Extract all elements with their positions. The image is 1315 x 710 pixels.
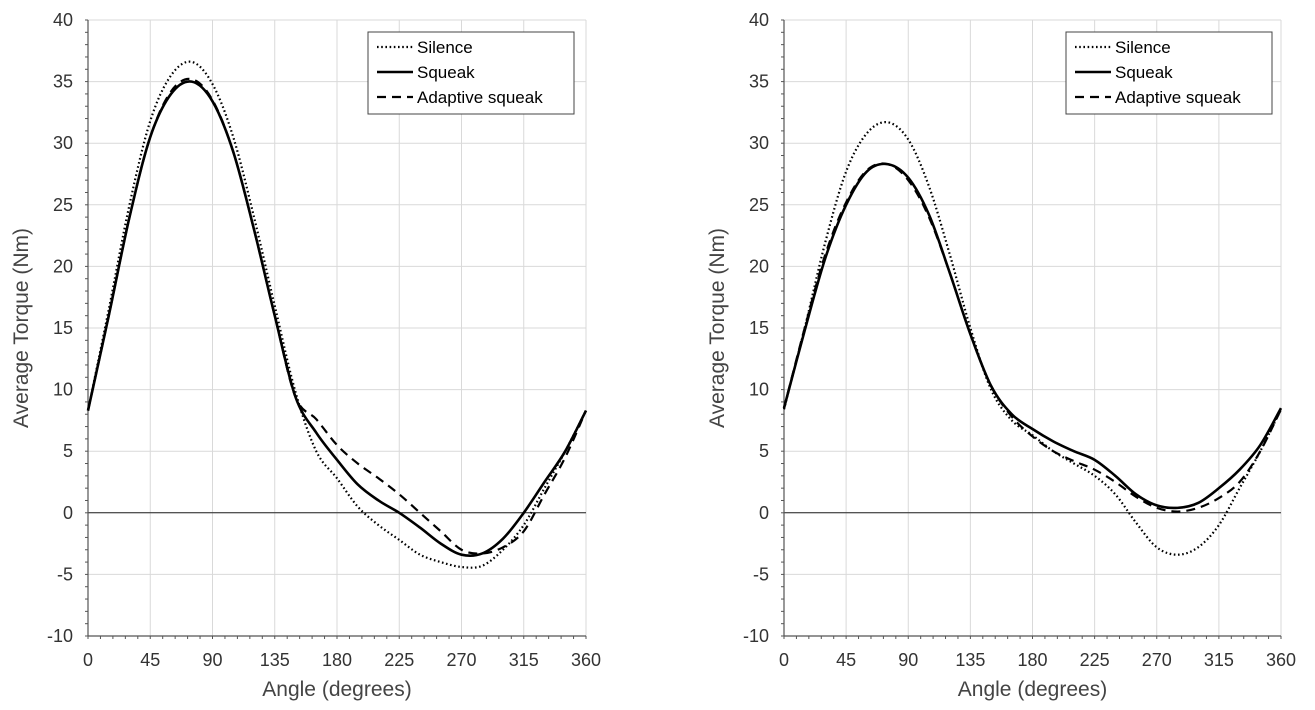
legend-label: Squeak — [417, 63, 475, 82]
x-tick-label: 180 — [1017, 650, 1047, 670]
y-tick-label: -10 — [743, 626, 769, 646]
y-tick-label: 20 — [53, 256, 73, 276]
y-tick-label: 5 — [63, 441, 73, 461]
y-tick-label: -5 — [57, 564, 73, 584]
y-tick-label: 30 — [749, 133, 769, 153]
y-tick-label: 15 — [749, 318, 769, 338]
legend-label: Adaptive squeak — [417, 88, 543, 107]
legend-label: Squeak — [1115, 63, 1173, 82]
y-tick-label: -5 — [753, 564, 769, 584]
x-tick-label: 360 — [571, 650, 601, 670]
x-tick-label: 45 — [836, 650, 856, 670]
legend-label: Adaptive squeak — [1115, 88, 1241, 107]
y-tick-label: 10 — [749, 380, 769, 400]
x-tick-label: 135 — [955, 650, 985, 670]
x-tick-label: 45 — [140, 650, 160, 670]
series-line-squeak — [782, 162, 1283, 510]
x-tick-label: 180 — [322, 650, 352, 670]
y-tick-label: 10 — [53, 380, 73, 400]
y-tick-label: 30 — [53, 133, 73, 153]
y-tick-label: 35 — [749, 72, 769, 92]
y-tick-label: 35 — [53, 72, 73, 92]
left-chart-panel: -10 -5 0 5 10 15 20 25 30 35 40 0 45 90 135 180 225 270 31… — [10, 10, 601, 701]
legend-label: Silence — [417, 38, 473, 57]
y-tick-label: 40 — [53, 10, 73, 30]
y-tick-label: 20 — [749, 256, 769, 276]
x-tick-label: 90 — [202, 650, 222, 670]
x-tick-label: 0 — [779, 650, 789, 670]
y-tick-label: 15 — [53, 318, 73, 338]
y-tick-label: 5 — [759, 441, 769, 461]
series-line-adaptive-squeak — [782, 162, 1282, 513]
y-tick-label: -10 — [47, 626, 73, 646]
x-tick-label: 270 — [446, 650, 476, 670]
y-tick-label: 25 — [749, 195, 769, 215]
x-tick-label: 315 — [1204, 650, 1234, 670]
x-tick-label: 0 — [83, 650, 93, 670]
series-line-silence — [782, 121, 1282, 556]
y-axis-title: Average Torque (Nm) — [706, 228, 729, 428]
x-axis-title: Angle (degrees) — [958, 678, 1107, 701]
series-line-adaptive-squeak — [86, 77, 588, 555]
y-axis-title: Average Torque (Nm) — [10, 228, 33, 428]
x-tick-label: 135 — [260, 650, 290, 670]
x-tick-label: 360 — [1266, 650, 1296, 670]
x-tick-label: 225 — [384, 650, 414, 670]
y-tick-label: 0 — [63, 503, 73, 523]
y-tick-label: 0 — [759, 503, 769, 523]
x-tick-label: 315 — [509, 650, 539, 670]
x-tick-label: 90 — [898, 650, 918, 670]
x-tick-label: 225 — [1080, 650, 1110, 670]
y-tick-label: 40 — [749, 10, 769, 30]
legend-label: Silence — [1115, 38, 1171, 57]
x-axis-title: Angle (degrees) — [262, 678, 411, 701]
right-chart-panel: -10 -5 0 5 10 15 20 25 30 35 40 0 45 90 135 180 225 270 31… — [706, 10, 1296, 701]
x-tick-label: 270 — [1142, 650, 1172, 670]
y-tick-label: 25 — [53, 195, 73, 215]
legend: Silence Squeak Adaptive squeak — [367, 31, 575, 115]
legend: Silence Squeak Adaptive squeak — [1065, 31, 1273, 115]
